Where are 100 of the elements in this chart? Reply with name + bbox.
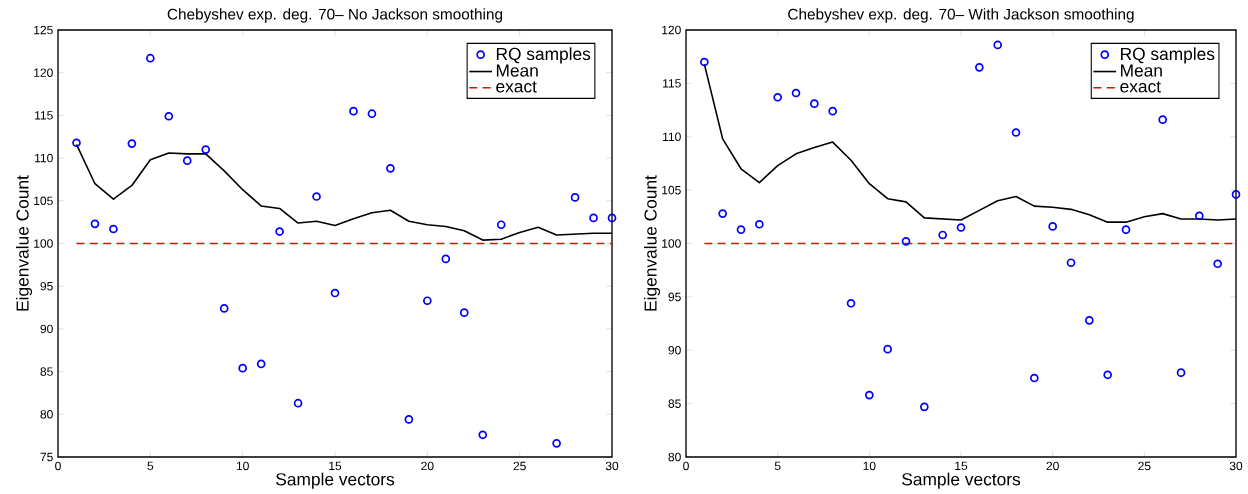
y-tick-label: 75 bbox=[40, 452, 53, 462]
point bbox=[865, 390, 874, 400]
point bbox=[275, 227, 284, 236]
y-tick-label: 115 bbox=[663, 79, 681, 88]
y-tick-label: 115 bbox=[35, 111, 53, 120]
point bbox=[72, 138, 81, 148]
legend-label: RQ samples bbox=[1121, 47, 1215, 64]
point bbox=[1231, 190, 1241, 199]
legend-label: exact bbox=[1120, 81, 1161, 93]
point bbox=[127, 139, 137, 148]
point bbox=[956, 223, 966, 232]
legend-label: RQ samples bbox=[496, 47, 591, 64]
point bbox=[201, 145, 211, 154]
y-tick-label: 110 bbox=[663, 132, 681, 142]
point bbox=[90, 219, 100, 229]
y-tick-label: 85 bbox=[668, 399, 681, 408]
x-tick-label: 0 bbox=[683, 461, 689, 471]
point bbox=[901, 237, 911, 246]
y-tick-label: 105 bbox=[34, 196, 53, 206]
point bbox=[330, 288, 340, 298]
point bbox=[146, 53, 155, 63]
point bbox=[496, 220, 506, 230]
point bbox=[607, 213, 617, 223]
legend-label: Mean bbox=[496, 64, 538, 77]
point bbox=[938, 230, 948, 240]
y-tick-label: 100 bbox=[34, 239, 53, 248]
x-tick-label: 15 bbox=[329, 461, 342, 471]
y-tick-label: 95 bbox=[40, 281, 53, 291]
point bbox=[423, 296, 432, 306]
point bbox=[293, 398, 303, 408]
x-axis-title: Sample vectors bbox=[902, 472, 1021, 489]
x-tick-label: 20 bbox=[421, 461, 434, 471]
point bbox=[552, 439, 561, 448]
y-tick-label: 80 bbox=[40, 410, 53, 419]
point bbox=[828, 106, 838, 116]
point bbox=[993, 40, 1003, 50]
point bbox=[478, 430, 488, 440]
point bbox=[736, 225, 746, 234]
point bbox=[1066, 258, 1076, 268]
x-tick-label: 5 bbox=[147, 461, 154, 471]
y-axis-title: Eigenvalue Count bbox=[15, 175, 33, 311]
point bbox=[755, 219, 764, 229]
x-axis-title: Sample vectors bbox=[276, 472, 395, 489]
point bbox=[700, 57, 709, 67]
point bbox=[1213, 259, 1223, 269]
y-axis-title: Eigenvalue Count bbox=[643, 175, 661, 311]
y-tick-label: 110 bbox=[35, 153, 53, 163]
point bbox=[219, 304, 229, 313]
point bbox=[975, 63, 984, 72]
x-tick-label: 10 bbox=[863, 461, 876, 471]
point bbox=[1121, 225, 1131, 234]
y-tick-label: 80 bbox=[668, 452, 681, 462]
point bbox=[846, 298, 856, 308]
point bbox=[718, 209, 728, 218]
x-tick-label: 30 bbox=[1229, 461, 1243, 471]
point bbox=[1085, 316, 1094, 325]
point bbox=[109, 224, 118, 234]
x-tick-label: 0 bbox=[55, 461, 61, 471]
y-tick-label: 120 bbox=[34, 68, 53, 77]
point bbox=[1011, 128, 1021, 137]
point bbox=[920, 402, 929, 412]
legend-label: exact bbox=[496, 81, 537, 93]
point bbox=[238, 363, 248, 373]
x-tick-label: 25 bbox=[513, 461, 526, 471]
legend-label: Mean bbox=[1121, 64, 1162, 77]
x-tick-label: 25 bbox=[1138, 461, 1151, 471]
x-tick-label: 30 bbox=[605, 461, 619, 471]
point bbox=[773, 92, 783, 102]
point bbox=[404, 415, 414, 424]
point bbox=[459, 308, 469, 318]
y-tick-label: 95 bbox=[668, 292, 681, 302]
point bbox=[570, 193, 580, 202]
point bbox=[349, 106, 358, 116]
point bbox=[256, 359, 266, 369]
x-tick-label: 10 bbox=[236, 461, 249, 471]
y-tick-label: 90 bbox=[668, 346, 681, 355]
point bbox=[1103, 370, 1113, 380]
point bbox=[164, 111, 174, 121]
point bbox=[441, 254, 451, 264]
y-tick-label: 105 bbox=[662, 185, 681, 195]
point bbox=[367, 109, 377, 119]
point bbox=[1176, 368, 1186, 378]
point bbox=[312, 192, 321, 201]
y-tick-label: 120 bbox=[662, 25, 681, 35]
point bbox=[791, 88, 801, 98]
chart-title: Chebyshev exp. deg. 70– With Jackson smoothing bbox=[788, 8, 1134, 23]
point bbox=[386, 164, 395, 173]
x-tick-label: 15 bbox=[955, 461, 968, 471]
point bbox=[1030, 373, 1039, 383]
chart-title: Chebyshev exp. deg. 70– No Jackson smoothing bbox=[167, 8, 503, 23]
y-tick-label: 90 bbox=[40, 324, 53, 334]
x-tick-label: 5 bbox=[774, 461, 781, 471]
x-tick-label: 20 bbox=[1046, 461, 1059, 471]
point bbox=[1048, 222, 1058, 231]
point bbox=[1158, 115, 1168, 125]
y-tick-label: 125 bbox=[34, 25, 53, 35]
y-tick-label: 85 bbox=[40, 367, 53, 376]
point bbox=[883, 344, 893, 354]
point bbox=[810, 99, 819, 108]
y-tick-label: 100 bbox=[662, 239, 681, 248]
